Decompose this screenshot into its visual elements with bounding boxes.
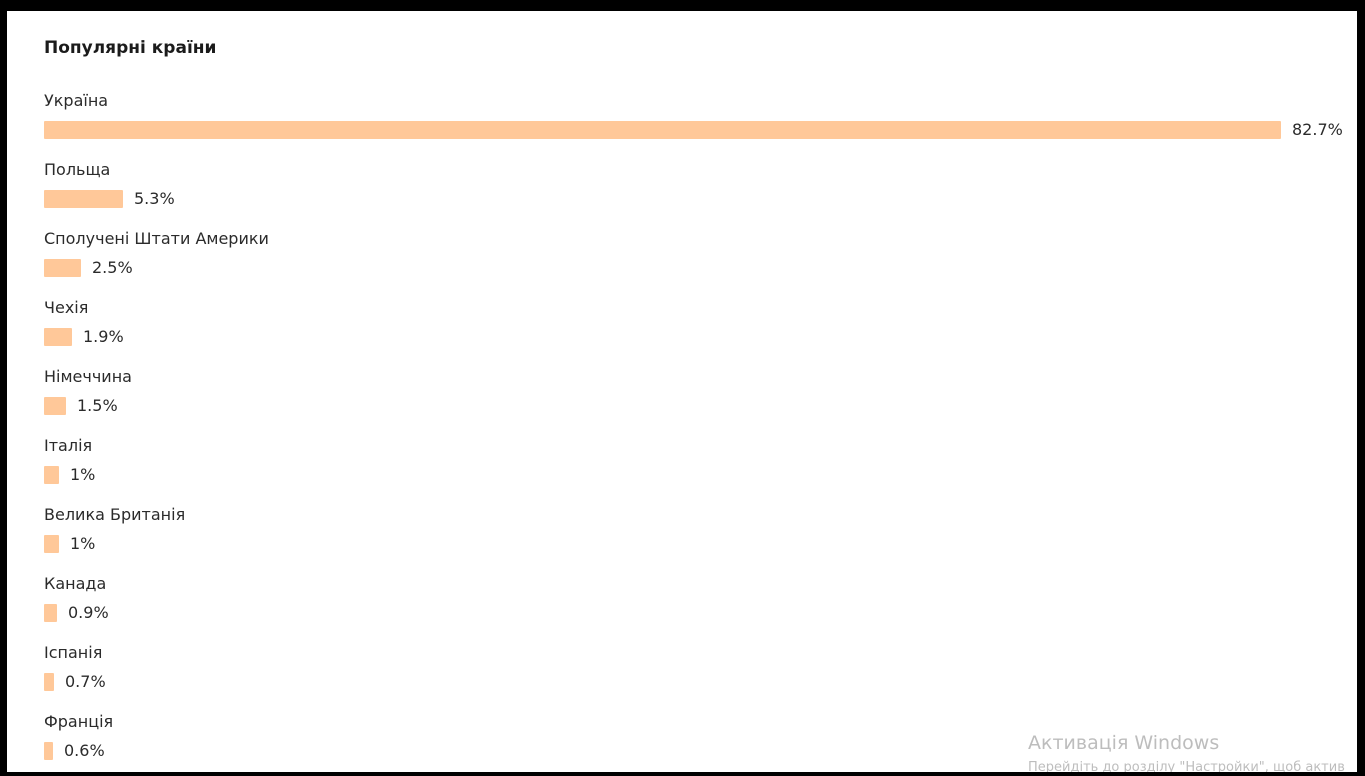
country-percent-label: 0.7% [65,672,106,691]
country-bar-row: 1.9% [44,328,1354,346]
country-percent-label: 0.9% [68,603,109,622]
country-percent-bar [44,673,54,691]
country-row: Канада 0.9% [44,574,1354,643]
country-percent-label: 1.5% [77,396,118,415]
country-percent-bar [44,328,72,346]
country-bar-row: 0.7% [44,673,1354,691]
watermark-subtitle: Перейдіть до розділу "Настройки", щоб ак… [1028,760,1345,772]
country-percent-bar [44,466,59,484]
country-percent-bar [44,604,57,622]
country-percent-bar [44,190,123,208]
country-name: Франція [44,712,114,731]
country-name: Польща [44,160,111,179]
panel-title: Популярні країни [44,38,217,58]
country-percent-label: 1% [70,465,96,484]
country-bar-row: 5.3% [44,190,1354,208]
windows-activation-watermark: Активація Windows Перейдіть до розділу "… [1028,731,1345,772]
country-row: Чехія 1.9% [44,298,1354,367]
country-percent-bar [44,535,59,553]
country-bar-row: 0.9% [44,604,1354,622]
country-percent-bar [44,121,1281,139]
country-percent-label: 5.3% [134,189,175,208]
popular-countries-panel: Популярні країни Україна 82.7% Польща 5.… [7,11,1357,772]
country-name: Сполучені Штати Америки [44,229,269,248]
country-row: Велика Британія 1% [44,505,1354,574]
country-bar-row: 2.5% [44,259,1354,277]
country-bar-row: 1.5% [44,397,1354,415]
country-percent-label: 1% [70,534,96,553]
country-list: Україна 82.7% Польща 5.3% Сполучені Штат… [44,91,1354,772]
country-percent-label: 0.6% [64,741,105,760]
country-row: Польща 5.3% [44,160,1354,229]
country-percent-bar [44,397,66,415]
country-row: Італія 1% [44,436,1354,505]
country-bar-row: 1% [44,466,1354,484]
country-name: Україна [44,91,109,110]
country-name: Велика Британія [44,505,186,524]
country-percent-bar [44,742,53,760]
country-row: Франція 0.6% [44,712,1354,772]
country-bar-row: 82.7% [44,121,1354,139]
country-row: Україна 82.7% [44,91,1354,160]
country-row: Іспанія 0.7% [44,643,1354,712]
country-name: Іспанія [44,643,103,662]
country-name: Канада [44,574,107,593]
country-name: Німеччина [44,367,132,386]
watermark-title: Активація Windows [1028,732,1220,754]
country-row: Сполучені Штати Америки 2.5% [44,229,1354,298]
country-row: Німеччина 1.5% [44,367,1354,436]
country-name: Чехія [44,298,89,317]
country-bar-row: 0.6% [44,742,1354,760]
country-bar-row: 1% [44,535,1354,553]
country-percent-bar [44,259,81,277]
country-percent-label: 82.7% [1292,120,1343,139]
country-name: Італія [44,436,93,455]
country-percent-label: 2.5% [92,258,133,277]
country-percent-label: 1.9% [83,327,124,346]
